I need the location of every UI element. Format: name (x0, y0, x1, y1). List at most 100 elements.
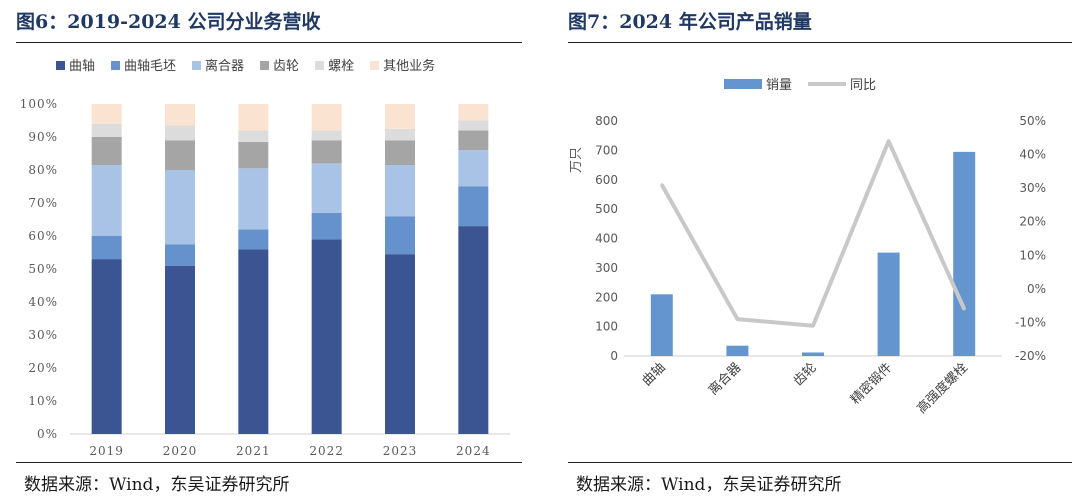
bar-segment-2019-2 (91, 165, 122, 236)
sales-combo-chart: 销量 同比 0 100 200 300 400 500 600 700 800 -20% -10% 0% 1… (569, 78, 1046, 417)
bottom-rule (568, 462, 1072, 463)
bar-segment-2021-1 (238, 229, 269, 250)
y-tick-label: 80% (28, 163, 58, 177)
bar-离合器 (726, 345, 749, 356)
bar-segment-2021-5 (238, 104, 269, 131)
bar-segment-2019-3 (91, 137, 122, 166)
y-tick-label: 30% (28, 328, 58, 342)
legend-swatch-5 (370, 61, 380, 70)
bar-segment-2024-3 (458, 130, 489, 151)
x-tick-label: 齿轮 (791, 360, 820, 389)
y-tick-label: 100 (595, 320, 618, 334)
y-tick-label: 400 (595, 232, 618, 246)
bar-segment-2021-2 (238, 168, 269, 230)
legend-swatch-2 (192, 61, 202, 70)
x-tick-label: 精密锻件 (847, 360, 895, 408)
bar-segment-2023-0 (385, 254, 415, 434)
x-tick-label: 2019 (89, 444, 124, 458)
bar-segment-2022-3 (311, 140, 342, 164)
y-tick-label: 60% (28, 229, 58, 243)
legend-label-5: 其他业务 (383, 58, 435, 74)
x-tick-label: 2021 (236, 444, 271, 458)
bar-segment-2023-4 (385, 128, 415, 141)
y2-tick-label: 30% (1019, 181, 1046, 195)
bar-高强度螺栓 (953, 151, 976, 356)
figure-7-title: 图7：2024 年公司产品销量 (568, 11, 812, 33)
bar-曲轴 (650, 294, 673, 356)
bar-segment-2023-5 (385, 104, 415, 129)
bar-segment-2019-1 (91, 236, 122, 260)
x-tick-label: 2023 (383, 444, 418, 458)
bar-齿轮 (802, 352, 824, 356)
yoy-point-精密锻件 (887, 139, 891, 143)
x-tick-label: 曲轴 (640, 360, 669, 389)
y2-tick-label: 40% (1019, 148, 1046, 162)
revenue-stacked-bar-chart: 曲轴 曲轴毛坯 离合器 齿轮 螺栓 其他业务 0% 10% 20% 30% 40% 50% 60% 70%… (20, 58, 510, 458)
y-tick-label: 100% (20, 97, 58, 111)
y-tick-label: 40% (28, 295, 58, 309)
y2-tick-label: 20% (1019, 215, 1046, 229)
bar-segment-2019-4 (91, 123, 122, 137)
y-tick-label: 0% (37, 427, 58, 441)
bar-segment-2023-1 (385, 216, 415, 255)
y-tick-label: 200 (595, 290, 618, 304)
bar-segment-2020-4 (165, 125, 195, 141)
bar-segment-2019-5 (91, 104, 122, 124)
y-tick-label: 300 (595, 261, 618, 275)
y2-tick-label: -20% (1015, 349, 1046, 363)
bar-segment-2022-4 (311, 130, 342, 141)
legend-swatch-1 (111, 61, 121, 70)
bottom-rule (16, 462, 522, 463)
y-tick-label: 50% (28, 262, 58, 276)
bar-segment-2024-5 (458, 104, 489, 121)
yoy-point-曲轴 (660, 183, 664, 187)
legend-label-0: 曲轴 (69, 59, 95, 74)
bar-segment-2020-2 (165, 170, 195, 245)
yoy-point-高强度螺栓 (962, 307, 966, 311)
bar-segment-2024-2 (458, 150, 489, 187)
yoy-point-离合器 (735, 317, 739, 321)
y-tick-label: 700 (595, 143, 618, 157)
y-tick-label: 600 (595, 173, 618, 187)
y-tick-label: 0 (610, 349, 618, 363)
y2-tick-label: 0% (1027, 282, 1046, 296)
x-tick-label: 高强度螺栓 (914, 360, 971, 417)
top-rule (16, 42, 522, 43)
yoy-series-line (660, 139, 967, 328)
left-figure-panel: 图6：2019-2024 公司分业务营收 曲轴 曲轴毛坯 离合器 齿轮 螺栓 其他业务 0%… (0, 0, 530, 504)
x-tick-label: 2024 (456, 444, 491, 458)
legend-swatch-bar (724, 79, 762, 89)
bar-segment-2020-0 (165, 265, 195, 434)
x-tick-label: 2020 (163, 444, 198, 458)
x-tick-label: 2022 (309, 444, 344, 458)
bar-精密锻件 (877, 252, 900, 356)
bar-segment-2020-1 (165, 244, 195, 266)
right-figure-panel: 图7：2024 年公司产品销量 销量 同比 0 100 200 300 400 500 600 7… (552, 0, 1080, 504)
y-tick-label: 10% (28, 394, 58, 408)
bar-segment-2020-5 (165, 104, 195, 126)
yoy-point-齿轮 (811, 324, 815, 328)
bar-segment-2023-2 (385, 165, 415, 217)
y-tick-label: 20% (28, 361, 58, 375)
bar-segment-2023-3 (385, 140, 415, 166)
y-tick-label: 800 (595, 114, 618, 128)
bar-segment-2022-0 (311, 239, 342, 434)
bar-segment-2021-0 (238, 249, 269, 434)
top-rule (568, 42, 1072, 43)
legend-label-line: 同比 (850, 78, 876, 93)
y2-tick-label: 50% (1019, 114, 1046, 128)
y-tick-label: 70% (28, 196, 58, 210)
legend-label-1: 曲轴毛坯 (124, 59, 176, 74)
x-tick-label: 离合器 (705, 360, 744, 399)
legend-swatch-3 (260, 61, 270, 70)
legend-label-4: 螺栓 (328, 59, 354, 74)
bar-segment-2020-3 (165, 140, 195, 170)
bar-segment-2021-4 (238, 130, 269, 142)
bar-segment-2024-4 (458, 120, 489, 131)
bar-segment-2024-0 (458, 226, 489, 434)
figure-6-source: 数据来源：Wind，东吴证券研究所 (24, 475, 290, 495)
bar-segment-2021-3 (238, 141, 269, 169)
figure-7-source: 数据来源：Wind，东吴证券研究所 (576, 475, 842, 495)
y2-tick-label: 10% (1019, 248, 1046, 262)
legend-label-bar: 销量 (766, 78, 792, 93)
